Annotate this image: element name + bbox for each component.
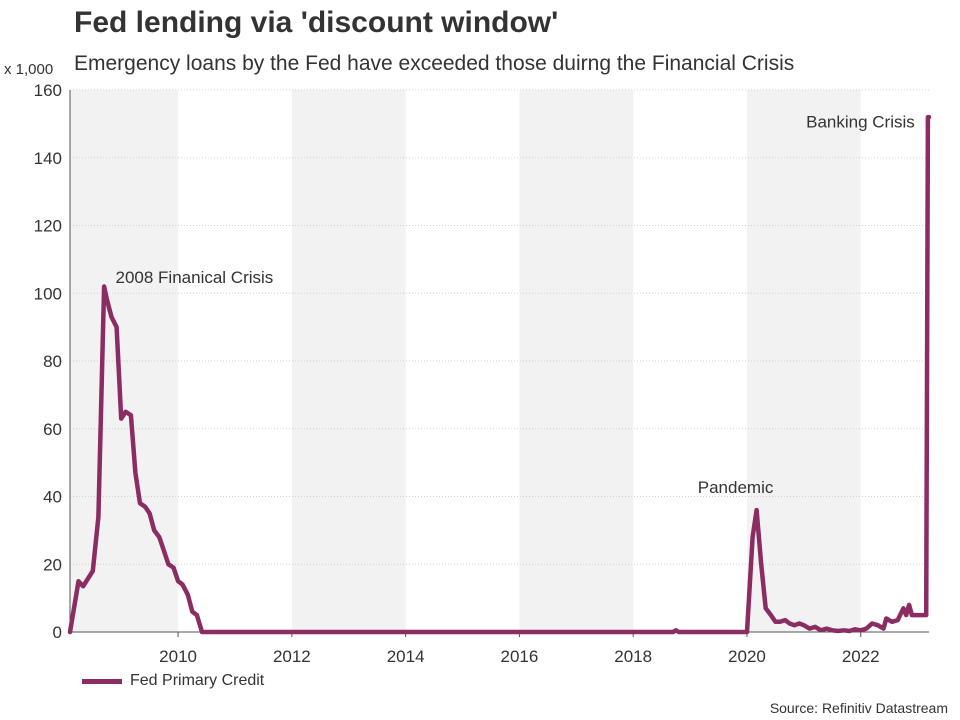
y-tick-label: 0	[53, 623, 62, 642]
x-tick-label: 2016	[500, 647, 538, 666]
y-tick-label: 60	[43, 420, 62, 439]
source-note: Source: Refinitiv Datastream	[769, 700, 948, 716]
legend: Fed Primary Credit	[82, 672, 264, 690]
y-axis-unit-label: x 1,000	[4, 61, 54, 78]
y-tick-label: 80	[43, 352, 62, 371]
y-tick-label: 20	[43, 555, 62, 574]
legend-label: Fed Primary Credit	[130, 672, 265, 689]
x-tick-label: 2018	[614, 647, 652, 666]
series-line	[67, 114, 932, 635]
x-tick-label: 2010	[159, 647, 197, 666]
annotation-label: 2008 Finanical Crisis	[116, 268, 274, 287]
shaded-band	[746, 90, 861, 632]
annotation-label: Pandemic	[698, 478, 774, 497]
chart-subtitle: Emergency loans by the Fed have exceeded…	[74, 52, 795, 75]
chart-title: Fed lending via 'discount window'	[74, 6, 559, 39]
y-tick-label: 160	[34, 81, 62, 100]
x-tick-label: 2012	[273, 647, 311, 666]
x-tick-label: 2014	[387, 647, 425, 666]
legend-swatch	[82, 678, 122, 684]
y-tick-label: 100	[34, 284, 62, 303]
x-tick-label: 2020	[728, 647, 766, 666]
y-tick-label: 140	[34, 149, 62, 168]
annotation-label: Banking Crisis	[806, 112, 915, 131]
y-tick-label: 40	[43, 488, 62, 507]
x-tick-label: 2022	[842, 647, 880, 666]
y-tick-label: 120	[34, 217, 62, 236]
